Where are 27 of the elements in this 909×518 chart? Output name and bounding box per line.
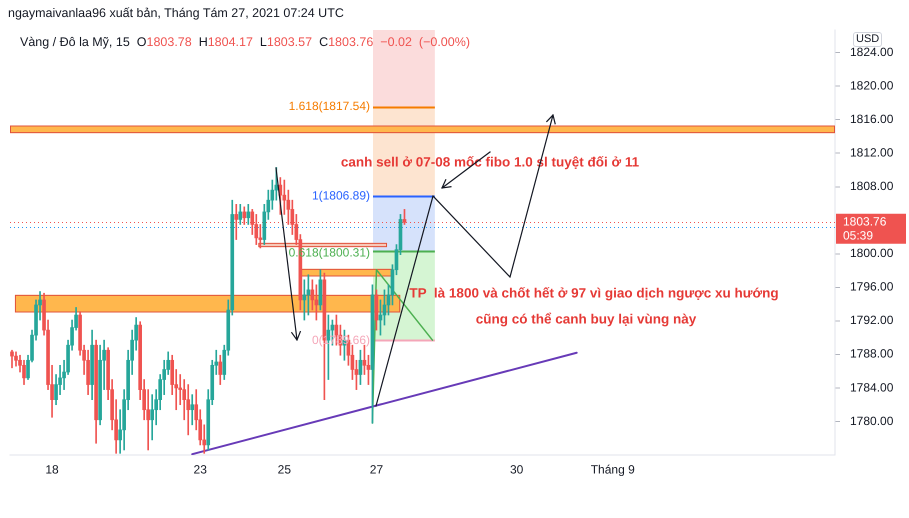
text: ngaymaivanlaa96 xuất bản, Tháng Tám 27, 2021 07:24 UTC: [8, 6, 344, 21]
y-tick-label: 1784.00: [850, 380, 894, 394]
annotation: cũng có thể canh buy lại vùng này: [476, 312, 697, 327]
y-tick-label: 1788.00: [850, 346, 894, 361]
ref-line-label: 1.618(1817.54): [288, 99, 370, 114]
x-tick-label: 25: [278, 462, 292, 477]
x-tick-label: 18: [45, 462, 60, 477]
ref-line-label: 1803.76: [843, 214, 887, 229]
y-tick-label: 1812.00: [850, 146, 894, 160]
y-tick-label: 1800.00: [850, 246, 894, 260]
y-tick-label: 1796.00: [850, 280, 894, 294]
y-tick-label: 1816.00: [850, 112, 894, 126]
x-tick-label: 23: [194, 462, 208, 477]
x-tick-label: Tháng 9: [590, 462, 636, 477]
x-tick-label: 30: [510, 462, 524, 477]
text: 05:39: [843, 228, 874, 243]
text: O1803.78 H1804.17 L1803.57 C1803.76 −0.02 (−0.00%): [136, 35, 470, 49]
y-tick-label: 1824.00: [850, 44, 894, 59]
text: USD: [853, 32, 882, 48]
y-tick-label: 1808.00: [850, 179, 894, 194]
y-tick-label: 1820.00: [850, 78, 894, 92]
y-tick-label: 1792.00: [850, 313, 894, 328]
y-tick-label: 1780.00: [850, 414, 894, 428]
ref-line-label: 1(1806.89): [312, 188, 370, 202]
annotation: TP là 1800 và chốt hết ở 97 vì giao dịch ngược xu hướng: [409, 286, 779, 301]
x-tick-label: 27: [370, 462, 384, 477]
chart-title: Vàng / Đô la Mỹ, 15: [20, 35, 130, 49]
